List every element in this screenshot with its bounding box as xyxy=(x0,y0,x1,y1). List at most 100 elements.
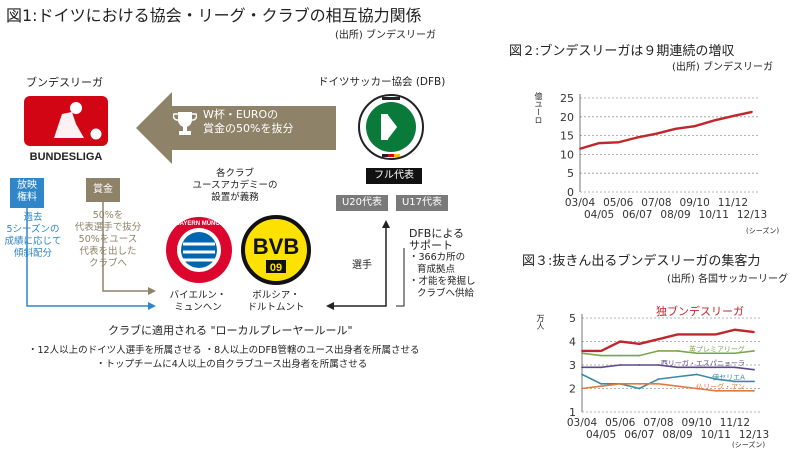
y-tick-label: 25 xyxy=(560,92,574,105)
data-point xyxy=(657,364,660,366)
y-tick-label: 15 xyxy=(560,130,574,143)
prize-note-line: 50%を xyxy=(92,210,124,221)
data-point xyxy=(693,125,696,128)
data-point xyxy=(600,385,603,388)
fig3-season-suffix: (シーズン) xyxy=(732,441,766,449)
data-point xyxy=(655,132,658,135)
x-tick-label: 06/07 xyxy=(624,429,654,441)
series-line xyxy=(581,383,754,392)
data-point xyxy=(676,366,679,369)
fig3-source: (出所) 各国サッカーリーグ xyxy=(667,274,788,285)
fig2-y-ticks: 0 5 10 15 20 25 xyxy=(560,92,574,199)
bvb-name: ボルシア・ ドルトムント xyxy=(236,290,316,314)
data-point xyxy=(636,136,639,139)
y-tick-label: 5 xyxy=(567,167,574,180)
fig3-grid xyxy=(581,314,760,413)
series-line xyxy=(579,110,753,150)
data-point xyxy=(619,382,622,385)
bayern-logo: FC BAYERN MÜNCHEN xyxy=(166,217,232,283)
fig2-chart: 0 5 10 15 20 25 03/04 05/06 07/08 09/10 11/12 04/0… xyxy=(560,92,767,221)
data-point xyxy=(600,382,603,385)
data-point xyxy=(731,115,734,117)
series-label: 伊セリエA xyxy=(712,372,745,381)
data-point xyxy=(638,354,641,357)
x-tick-label: 07/08 xyxy=(643,417,673,429)
data-point xyxy=(695,387,698,390)
y-tick-label: 1 xyxy=(569,406,576,419)
bundesliga-logo: BUNDESLIGA xyxy=(24,96,108,163)
data-point xyxy=(753,331,755,333)
fig1-title: 図1:ドイツにおける協会・リーグ・クラブの相互協力関係 xyxy=(6,6,422,25)
prize-money-box: 賞金 xyxy=(86,178,120,202)
data-point xyxy=(733,328,736,331)
x-tick-label: 11/12 xyxy=(718,197,748,209)
data-point xyxy=(695,333,698,336)
prize-arrow-text: W杯・EUROの 賞金の50%を抜分 xyxy=(203,108,293,136)
data-point xyxy=(753,350,755,352)
data-point xyxy=(657,338,660,341)
x-tick-label: 05/06 xyxy=(605,417,636,429)
data-point xyxy=(674,127,677,130)
data-point xyxy=(714,378,717,380)
broadcast-note: 過去 5シーズンの 成績に応じて 傾斜配分 xyxy=(0,212,68,260)
clubs-note-line: 設置が義務 xyxy=(211,192,259,203)
bvb-logo: BVB 09 xyxy=(241,215,311,285)
data-point xyxy=(733,352,736,355)
broadcast-rights-box: 放映 権料 xyxy=(10,178,44,208)
dfb-support-line: DFBによる xyxy=(409,227,465,240)
data-point xyxy=(714,389,717,392)
y-tick-label: 20 xyxy=(560,111,574,124)
data-point xyxy=(657,382,660,385)
clubs-note-line: ユースアカデミーの xyxy=(192,180,278,191)
x-tick-label: 06/07 xyxy=(622,209,652,221)
data-point xyxy=(712,119,715,122)
data-point xyxy=(581,366,583,369)
bayern-name: バイエルン・ ミュンヘン xyxy=(158,290,238,314)
data-point xyxy=(619,340,622,343)
prize-arrow xyxy=(136,92,336,164)
data-point xyxy=(733,366,736,369)
broadcast-note-line: 5シーズンの xyxy=(6,224,60,235)
data-point xyxy=(714,366,717,369)
data-point xyxy=(676,350,679,352)
fig2-source: (出所) ブンデスリーガ xyxy=(672,62,773,73)
fig2-x-ticks: 03/04 05/06 07/08 09/10 11/12 04/05 06/07 08/09… xyxy=(565,197,767,221)
data-point xyxy=(638,364,641,366)
x-tick-label: 05/06 xyxy=(603,197,634,209)
rule-line-2: ・トップチームに4人以上の自クラブユース出身者を所属させる xyxy=(96,359,368,370)
series-line xyxy=(581,350,755,357)
players-label: 選手 xyxy=(352,260,372,271)
data-point xyxy=(753,380,755,383)
dfb-support-line: ・才能を発掘し xyxy=(409,276,476,287)
broadcast-line2: 権料 xyxy=(17,192,37,203)
data-point xyxy=(753,368,755,371)
data-point xyxy=(600,354,603,357)
series-line xyxy=(582,328,755,353)
clubs-note: 各クラブ ユースアカデミーの 設置が義務 xyxy=(180,168,290,204)
data-point xyxy=(598,142,601,145)
fig2-y-unit: 億ユーロ xyxy=(534,92,543,124)
fig3-y-ticks: 1 2 3 4 5 xyxy=(569,312,576,419)
arrow-text-line1: W杯・EUROの xyxy=(203,108,279,121)
dfb-label: ドイツサッカー協会 (DFB) xyxy=(318,76,446,88)
fig2-grid xyxy=(579,94,758,193)
data-point xyxy=(619,354,622,357)
x-tick-label: 10/11 xyxy=(701,429,731,441)
bvb-name-line: ドルトムント xyxy=(247,302,305,313)
dfb-support-line: 育成拠点 xyxy=(417,264,456,275)
data-point xyxy=(714,333,717,336)
data-point xyxy=(695,352,698,355)
data-point xyxy=(638,382,641,385)
dfb-support-line: クラブへ供給 xyxy=(417,288,475,299)
fig3-x-ticks: 03/04 05/06 07/08 09/10 11/12 04/05 06/07 08/09… xyxy=(567,417,769,441)
bayern-name-line: バイエルン・ xyxy=(169,290,227,301)
series-label: 英プレミアリーグ xyxy=(689,344,745,353)
fig3-series xyxy=(581,328,755,392)
full-team-badge: フル代表 xyxy=(366,168,422,184)
x-tick-label: 09/10 xyxy=(680,197,710,209)
y-tick-label: 2 xyxy=(569,383,576,396)
broadcast-note-line: 過去 xyxy=(23,212,43,223)
x-tick-label: 07/08 xyxy=(641,197,671,209)
data-point xyxy=(695,373,698,376)
data-point xyxy=(600,350,603,352)
